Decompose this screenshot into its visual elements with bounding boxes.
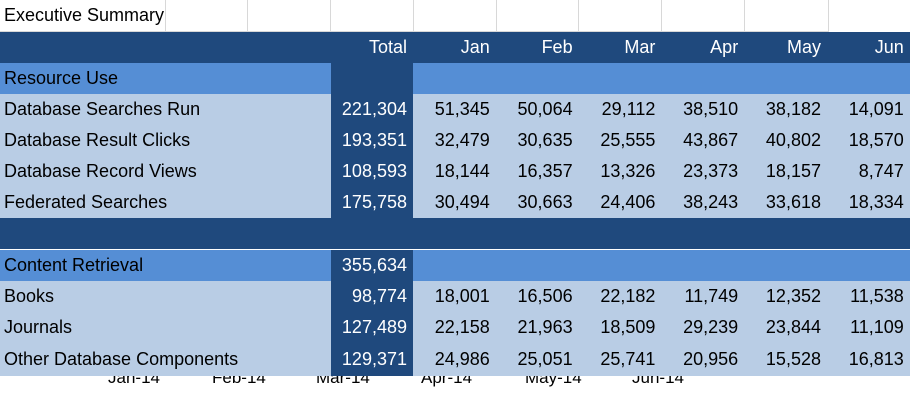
row-total[interactable]: 129,371 <box>331 343 413 376</box>
row-value[interactable]: 38,243 <box>661 187 745 218</box>
row-value[interactable]: 18,334 <box>826 187 910 218</box>
table-row: Database Result Clicks 193,351 32,479 30… <box>0 125 910 156</box>
row-value[interactable]: 24,986 <box>413 343 496 376</box>
row-label[interactable]: Books <box>0 281 331 312</box>
empty-cell[interactable] <box>496 0 580 32</box>
empty-cell[interactable] <box>413 0 497 32</box>
header-month[interactable]: Jun <box>874 37 904 57</box>
row-value[interactable]: 24,406 <box>578 187 662 218</box>
header-month[interactable]: May <box>786 37 821 57</box>
row-value[interactable]: 30,635 <box>495 125 579 156</box>
row-value[interactable]: 18,509 <box>578 312 662 343</box>
row-value[interactable]: 38,182 <box>744 94 827 125</box>
empty-cell[interactable] <box>662 0 745 32</box>
empty-cell[interactable] <box>248 0 331 32</box>
section-row-resource-use: Resource Use <box>0 63 910 94</box>
row-value[interactable]: 30,494 <box>413 187 496 218</box>
row-label[interactable]: Database Record Views <box>0 156 331 187</box>
row-value[interactable]: 38,510 <box>661 94 745 125</box>
empty-cell[interactable] <box>744 0 829 32</box>
section-label[interactable]: Resource Use <box>0 63 331 94</box>
row-label[interactable]: Journals <box>0 312 331 343</box>
row-label[interactable]: Other Database Components <box>0 343 331 376</box>
row-value[interactable]: 23,373 <box>661 156 745 187</box>
table-row: Database Record Views 108,593 18,144 16,… <box>0 156 910 187</box>
row-total[interactable]: 98,774 <box>331 281 413 312</box>
section-fill[interactable] <box>413 250 910 281</box>
spacer-cell[interactable] <box>0 218 331 249</box>
row-total[interactable]: 108,593 <box>331 156 413 187</box>
row-value[interactable]: 32,479 <box>413 125 496 156</box>
row-label[interactable]: Database Result Clicks <box>0 125 331 156</box>
table-row: Books 98,774 18,001 16,506 22,182 11,749… <box>0 281 910 312</box>
row-value[interactable]: 11,109 <box>826 312 910 343</box>
table-row: Federated Searches 175,758 30,494 30,663… <box>0 187 910 218</box>
empty-cell[interactable] <box>331 0 414 32</box>
row-value[interactable]: 22,182 <box>578 281 662 312</box>
row-value[interactable]: 12,352 <box>744 281 827 312</box>
row-value[interactable]: 18,570 <box>826 125 910 156</box>
row-label[interactable]: Federated Searches <box>0 187 331 218</box>
row-value[interactable]: 13,326 <box>578 156 662 187</box>
row-value[interactable]: 18,157 <box>744 156 827 187</box>
row-value[interactable]: 25,741 <box>578 343 662 376</box>
table-row: Database Searches Run 221,304 51,345 50,… <box>0 94 910 125</box>
row-value[interactable]: 14,091 <box>826 94 910 125</box>
row-value[interactable]: 40,802 <box>744 125 827 156</box>
row-value[interactable]: 51,345 <box>413 94 496 125</box>
row-value[interactable]: 29,112 <box>578 94 662 125</box>
table-row: Other Database Components 129,371 24,986… <box>0 343 910 376</box>
row-value[interactable]: 16,357 <box>495 156 579 187</box>
row-label[interactable]: Database Searches Run <box>0 94 331 125</box>
row-value[interactable]: 23,844 <box>744 312 827 343</box>
section-row-content-retrieval: Content Retrieval 355,634 <box>0 250 910 281</box>
row-total[interactable]: 127,489 <box>331 312 413 343</box>
section-total[interactable] <box>331 63 413 94</box>
row-value[interactable]: 33,618 <box>744 187 827 218</box>
row-value[interactable]: 11,749 <box>661 281 745 312</box>
row-value[interactable]: 8,747 <box>826 156 910 187</box>
row-value[interactable]: 43,867 <box>661 125 745 156</box>
row-value[interactable]: 18,001 <box>413 281 496 312</box>
row-total[interactable]: 175,758 <box>331 187 413 218</box>
title-row: Executive Summary <box>0 0 910 32</box>
header-month[interactable]: Feb <box>541 37 573 57</box>
row-value[interactable]: 11,538 <box>826 281 910 312</box>
row-value[interactable]: 18,144 <box>413 156 496 187</box>
empty-cell[interactable] <box>579 0 663 32</box>
row-value[interactable]: 16,506 <box>495 281 579 312</box>
table-row: Journals 127,489 22,158 21,963 18,509 29… <box>0 312 910 343</box>
header-month[interactable]: Jan <box>460 37 490 57</box>
section-total[interactable]: 355,634 <box>331 250 413 281</box>
section-label[interactable]: Content Retrieval <box>0 250 331 281</box>
row-value[interactable]: 15,528 <box>744 343 827 376</box>
header-total[interactable]: Total <box>368 37 407 57</box>
row-value[interactable]: 30,663 <box>495 187 579 218</box>
header-month[interactable]: Mar <box>624 37 656 57</box>
header-row: Total Jan Feb Mar Apr May Jun <box>0 32 910 63</box>
spacer-row <box>0 218 910 249</box>
row-value[interactable]: 22,158 <box>413 312 496 343</box>
spreadsheet-table: Executive Summary Total Jan Feb Mar Apr … <box>0 0 910 376</box>
spacer-cell[interactable] <box>331 218 413 249</box>
row-value[interactable]: 25,555 <box>578 125 662 156</box>
row-value[interactable]: 50,064 <box>495 94 579 125</box>
row-value[interactable]: 16,813 <box>826 343 910 376</box>
header-month[interactable]: Apr <box>710 37 739 57</box>
row-total[interactable]: 193,351 <box>331 125 413 156</box>
row-value[interactable]: 21,963 <box>495 312 579 343</box>
header-label-cell[interactable] <box>0 32 331 63</box>
row-value[interactable]: 29,239 <box>661 312 745 343</box>
row-total[interactable]: 221,304 <box>331 94 413 125</box>
row-value[interactable]: 20,956 <box>661 343 745 376</box>
title-cell[interactable]: Executive Summary <box>0 0 166 32</box>
empty-cell[interactable] <box>166 0 248 32</box>
row-value[interactable]: 25,051 <box>495 343 579 376</box>
section-fill[interactable] <box>413 63 910 94</box>
